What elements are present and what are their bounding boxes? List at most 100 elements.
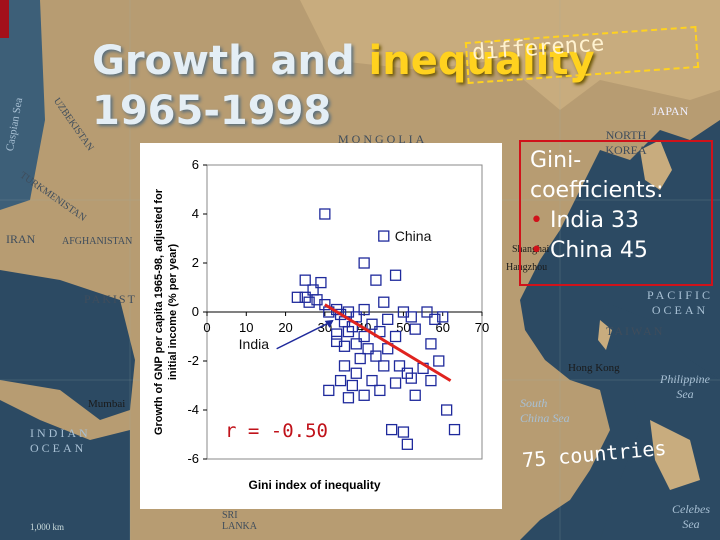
data-point bbox=[370, 350, 382, 362]
x-axis-label: Gini index of inequality bbox=[248, 478, 380, 492]
regression-line bbox=[324, 303, 452, 382]
data-point bbox=[319, 208, 331, 220]
map-scale: 1,000 km bbox=[30, 522, 65, 532]
bullet-icon: • bbox=[530, 208, 550, 233]
data-point bbox=[393, 360, 406, 372]
gini-heading: Gini- bbox=[530, 148, 582, 173]
map-label-hong-kong: Hong Kong bbox=[568, 362, 620, 374]
data-point bbox=[448, 423, 461, 436]
x-tick-label: 0 bbox=[203, 320, 210, 335]
data-point bbox=[389, 330, 402, 343]
data-point bbox=[330, 328, 343, 340]
bullet-icon: • bbox=[530, 238, 550, 263]
x-tick-label: 20 bbox=[278, 320, 292, 335]
data-point bbox=[437, 311, 449, 323]
data-point bbox=[389, 377, 402, 389]
y-tick-label: 6 bbox=[192, 157, 199, 172]
data-point bbox=[429, 313, 441, 326]
india-label: India bbox=[239, 336, 270, 352]
data-point bbox=[350, 367, 362, 379]
gini-item-india: • India 33 bbox=[530, 208, 639, 233]
data-point bbox=[378, 296, 390, 308]
y-tick-label: 2 bbox=[192, 255, 199, 270]
data-point bbox=[342, 392, 355, 404]
correlation-label: r = -0.50 bbox=[225, 420, 328, 442]
data-point bbox=[405, 372, 417, 384]
data-point bbox=[354, 352, 366, 365]
map-label-south-china-sea: South China Sea bbox=[520, 396, 570, 425]
data-point bbox=[334, 308, 347, 321]
gini-box bbox=[519, 140, 713, 286]
data-point bbox=[425, 374, 437, 387]
y-tick-label: 4 bbox=[192, 206, 199, 221]
slide-title-line1: Growth and inequality bbox=[92, 38, 595, 84]
data-point bbox=[440, 404, 453, 416]
map-label-north-korea: NORTH KOREA bbox=[605, 128, 647, 157]
data-point bbox=[315, 276, 327, 289]
data-point bbox=[409, 323, 421, 335]
map-label-celebes: Celebes Sea bbox=[672, 502, 710, 531]
gini-text: Gini- coefficients: • India 33 • China 4… bbox=[530, 146, 664, 266]
x-tick-label: 10 bbox=[239, 320, 253, 335]
gini-item-china: • China 45 bbox=[530, 238, 648, 263]
india-arrow bbox=[276, 320, 333, 350]
data-point bbox=[362, 343, 374, 355]
data-point bbox=[425, 338, 437, 350]
data-point bbox=[319, 298, 331, 311]
data-point bbox=[358, 257, 370, 269]
map-label-pacific-ocean: PACIFIC OCEAN bbox=[647, 288, 713, 317]
map-label-sri-lanka: SRI LANKA bbox=[222, 510, 257, 532]
data-point bbox=[366, 318, 378, 330]
data-point bbox=[405, 311, 417, 323]
data-point bbox=[350, 338, 362, 350]
data-point bbox=[378, 360, 390, 372]
map-label-shanghai: Shanghai bbox=[512, 244, 550, 255]
data-point bbox=[382, 313, 394, 326]
y-tick-label: -2 bbox=[187, 353, 199, 368]
title-part1: Growth and bbox=[92, 38, 369, 84]
data-point bbox=[370, 274, 382, 286]
data-point bbox=[358, 303, 370, 316]
data-point bbox=[342, 325, 355, 338]
x-tick-label: 70 bbox=[475, 320, 489, 335]
y-tick-label: -4 bbox=[187, 402, 199, 417]
data-point bbox=[389, 269, 402, 281]
map-label-pakistan: PAKIST bbox=[84, 292, 137, 306]
map-label-hangzhou: Hangzhou bbox=[506, 262, 548, 273]
data-point bbox=[401, 438, 414, 450]
map-label-taiwan: TAIWAN bbox=[606, 324, 665, 338]
map-label-mumbai: Mumbai bbox=[88, 398, 126, 410]
data-point bbox=[409, 389, 421, 401]
data-point bbox=[338, 340, 351, 352]
y-axis-label: Growth of GNP per capita 1965-98, adjust… bbox=[153, 188, 179, 435]
map-label-afghanistan: AFGHANISTAN bbox=[62, 236, 133, 247]
data-point bbox=[433, 355, 445, 367]
china-marker bbox=[378, 230, 390, 242]
data-point bbox=[358, 389, 370, 401]
y-tick-label: 0 bbox=[192, 304, 199, 319]
data-point bbox=[338, 360, 351, 372]
title-highlight: inequality bbox=[368, 38, 595, 84]
data-point bbox=[421, 306, 433, 318]
data-point bbox=[346, 379, 359, 392]
india-arrowhead bbox=[324, 319, 334, 328]
slide-accent-bar bbox=[0, 0, 9, 38]
data-point bbox=[366, 374, 378, 387]
data-point bbox=[291, 291, 304, 303]
data-point bbox=[303, 296, 315, 308]
data-point bbox=[358, 330, 370, 343]
slide-title-line2: 1965-1998 bbox=[92, 88, 332, 134]
data-point bbox=[334, 374, 347, 387]
data-point bbox=[374, 384, 386, 397]
data-point bbox=[385, 423, 398, 436]
map-label-philippine-sea: Philippine Sea bbox=[660, 372, 710, 401]
map-label-iran: IRAN bbox=[6, 232, 36, 246]
data-point bbox=[397, 426, 410, 438]
gini-heading-2: coefficients: bbox=[530, 178, 664, 203]
data-point bbox=[323, 384, 335, 397]
map-label-indian-ocean: INDIAN OCEAN bbox=[30, 426, 91, 455]
map-label-mongolia: MONGOLIA bbox=[338, 132, 428, 146]
data-point bbox=[299, 274, 311, 286]
